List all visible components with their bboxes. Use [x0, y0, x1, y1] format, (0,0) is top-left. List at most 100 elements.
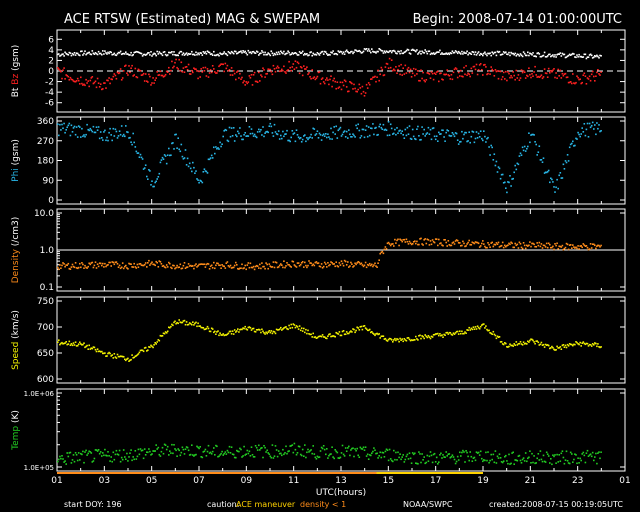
data-point-bz	[438, 80, 440, 83]
data-point-bz	[117, 72, 120, 75]
data-point-bz	[229, 74, 232, 76]
data-point-phi	[79, 126, 81, 128]
data-point-temp	[586, 449, 589, 452]
data-point-bt	[542, 54, 545, 57]
data-point-density	[490, 242, 492, 244]
data-point-density	[398, 244, 400, 247]
data-point-bt	[240, 50, 242, 52]
data-point-density	[252, 265, 255, 268]
data-point-bt	[136, 51, 139, 53]
data-point-density	[337, 265, 340, 268]
data-point-phi	[384, 128, 387, 131]
data-point-temp	[114, 453, 117, 456]
data-point-bz	[160, 74, 163, 77]
data-point-bz	[366, 87, 369, 89]
data-point-bz	[321, 77, 324, 79]
data-point-bz	[144, 73, 147, 75]
data-point-phi	[366, 135, 369, 138]
data-point-speed	[143, 347, 146, 349]
data-point-bz	[350, 81, 352, 84]
data-point-density	[61, 264, 63, 267]
data-point-density	[250, 266, 253, 269]
data-point-bt	[252, 50, 255, 53]
data-point-bt	[57, 53, 59, 56]
data-point-density	[350, 261, 352, 264]
data-point-temp	[162, 452, 165, 455]
data-point-phi	[177, 137, 179, 139]
data-point-bz	[355, 90, 357, 93]
data-point-density	[308, 260, 310, 262]
data-point-speed	[322, 336, 325, 338]
data-point-bt	[119, 50, 122, 53]
data-point-bz	[396, 72, 398, 74]
data-point-speed	[242, 327, 244, 329]
data-point-speed	[520, 343, 523, 345]
data-point-speed	[437, 332, 439, 335]
data-point-phi	[65, 129, 67, 131]
data-point-bz	[460, 69, 462, 72]
data-point-speed	[261, 328, 263, 331]
data-point-density	[99, 262, 102, 265]
data-point-density	[599, 246, 601, 248]
data-point-phi	[524, 150, 527, 152]
data-point-bz	[67, 75, 70, 78]
data-point-bz	[335, 87, 337, 90]
data-point-bz	[198, 70, 200, 73]
xtick-label: 17	[430, 476, 441, 486]
data-point-bz	[272, 64, 275, 67]
data-point-bt	[534, 55, 536, 57]
data-point-density	[554, 243, 556, 245]
data-point-phi	[571, 142, 573, 145]
data-point-bz	[514, 78, 516, 81]
data-point-phi	[160, 159, 163, 161]
data-point-speed	[504, 342, 506, 344]
data-point-temp	[311, 452, 313, 455]
data-point-bt	[463, 51, 465, 54]
data-point-temp	[208, 452, 211, 454]
data-point-speed	[285, 326, 287, 328]
data-point-temp	[536, 457, 538, 460]
data-point-temp	[585, 452, 588, 454]
ytick-label-phi: 90	[43, 176, 55, 186]
data-point-bt	[529, 52, 531, 55]
data-point-bt	[597, 55, 599, 58]
data-point-density	[203, 263, 206, 265]
data-point-bz	[531, 73, 533, 75]
data-point-density	[244, 264, 246, 267]
data-point-phi	[267, 131, 269, 134]
data-point-speed	[519, 341, 522, 343]
data-point-bt	[297, 54, 300, 56]
data-point-bz	[185, 66, 188, 68]
data-point-speed	[471, 328, 474, 331]
data-point-bt	[342, 51, 345, 53]
data-point-temp	[281, 454, 283, 457]
data-point-temp	[110, 456, 112, 458]
data-point-phi	[116, 137, 119, 139]
data-point-phi	[448, 134, 451, 137]
data-point-bz	[243, 80, 245, 82]
data-point-speed	[551, 345, 553, 348]
data-point-bt	[280, 50, 282, 53]
data-point-phi	[492, 159, 495, 161]
data-point-density	[484, 245, 486, 248]
data-point-bt	[303, 54, 305, 56]
data-point-bz	[125, 64, 127, 67]
data-point-speed	[371, 331, 373, 333]
data-point-speed	[386, 340, 389, 342]
data-point-phi	[494, 164, 497, 167]
data-point-phi	[342, 131, 345, 133]
data-point-phi	[364, 129, 367, 131]
data-point-speed	[479, 325, 482, 328]
data-point-density	[429, 240, 432, 242]
data-point-bz	[537, 75, 540, 78]
data-point-phi	[220, 145, 222, 148]
data-point-speed	[92, 346, 95, 348]
data-point-density	[513, 246, 515, 249]
data-point-bz	[291, 66, 294, 68]
data-point-phi	[341, 133, 344, 136]
data-point-density	[373, 264, 375, 266]
data-point-density	[395, 242, 397, 244]
data-point-phi	[398, 130, 400, 132]
data-point-bt	[564, 56, 567, 59]
data-point-phi	[513, 171, 515, 174]
